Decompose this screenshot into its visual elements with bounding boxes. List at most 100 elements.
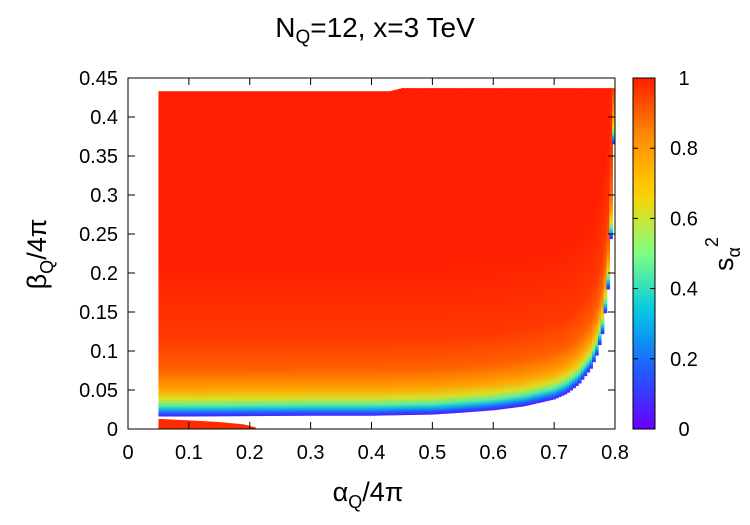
heatmap-strip bbox=[329, 91, 334, 416]
heatmap-strip bbox=[181, 91, 185, 417]
heatmap-strip bbox=[475, 88, 479, 412]
heatmap-lower-band bbox=[158, 418, 256, 429]
x-tick-label: 0.3 bbox=[297, 442, 325, 464]
heatmap-strip bbox=[540, 88, 545, 403]
heatmap-strip bbox=[189, 91, 194, 417]
heatmap-strip bbox=[352, 91, 357, 416]
heatmap-strip bbox=[606, 88, 611, 290]
heatmap-strip bbox=[326, 91, 331, 416]
y-tick-label: 0.25 bbox=[79, 224, 118, 246]
heatmap-strip bbox=[258, 91, 262, 417]
heatmap-strip bbox=[537, 88, 542, 403]
heatmap-strip bbox=[409, 88, 414, 415]
heatmap-strip bbox=[289, 91, 294, 416]
heatmap-strip bbox=[204, 91, 208, 417]
heatmap-strip bbox=[158, 91, 163, 417]
heatmap-strip bbox=[335, 91, 340, 416]
heatmap-strip bbox=[517, 88, 522, 407]
heatmap-strip bbox=[423, 88, 428, 415]
heatmap-strip bbox=[261, 91, 265, 417]
x-axis-label-subscript: Q bbox=[348, 492, 362, 512]
y-axis: 0 0.05 0.1 0.15 0.2 0.25 0.3 0.35 0.4 0.45 bbox=[79, 68, 615, 441]
heatmap-strip bbox=[315, 91, 320, 416]
heatmap-strip bbox=[278, 91, 282, 416]
x-tick-label: 0.7 bbox=[540, 442, 568, 464]
heatmap-strip bbox=[167, 91, 171, 417]
heatmap-strip bbox=[546, 88, 551, 401]
heatmap-strip bbox=[400, 88, 405, 416]
heatmap-strip bbox=[597, 88, 602, 346]
title-subscript: Q bbox=[295, 27, 311, 48]
x-tick-label: 0.5 bbox=[418, 442, 446, 464]
heatmap-strip bbox=[463, 88, 468, 413]
heatmap-strip bbox=[612, 88, 615, 145]
colorbar-axis: 0 0.2 0.4 0.6 0.8 1 bbox=[633, 68, 698, 441]
heatmap-strip bbox=[361, 91, 365, 416]
heatmap-strip bbox=[381, 91, 385, 416]
heatmap-strip bbox=[595, 88, 599, 356]
heatmap-strip bbox=[358, 91, 362, 416]
heatmap-strip bbox=[241, 91, 245, 417]
heatmap-strip bbox=[272, 91, 277, 416]
heatmap-strip bbox=[600, 88, 605, 335]
heatmap-strip bbox=[515, 88, 519, 408]
heatmap-strip bbox=[440, 88, 445, 414]
heatmap-strip bbox=[198, 91, 203, 417]
heatmap-strip bbox=[452, 88, 456, 414]
heatmap-strip bbox=[506, 88, 511, 409]
heatmap-strip bbox=[341, 91, 345, 416]
heatmap-strip bbox=[420, 88, 425, 415]
heatmap-strip bbox=[389, 90, 394, 416]
y-tick-label: 0.2 bbox=[90, 263, 118, 285]
heatmap-strip bbox=[275, 91, 280, 416]
colorbar-tick-label: 0.6 bbox=[670, 208, 698, 230]
heatmap-strip bbox=[460, 88, 465, 413]
heatmap-strip bbox=[172, 91, 177, 417]
heatmap-strip bbox=[229, 91, 234, 417]
colorbar-tick-label: 0.2 bbox=[670, 349, 698, 371]
heatmap-strip bbox=[249, 91, 254, 417]
y-tick-label: 0 bbox=[107, 419, 118, 441]
colorbar-tick-label: 0 bbox=[678, 419, 689, 441]
heatmap-strip bbox=[560, 88, 565, 396]
colorbar-tick-label: 1 bbox=[678, 68, 689, 90]
heatmap-strip bbox=[483, 88, 488, 411]
heatmap-strip bbox=[549, 88, 554, 401]
heatmap-strip bbox=[221, 91, 225, 417]
heatmap-strip bbox=[164, 91, 168, 417]
heatmap-strip bbox=[418, 88, 422, 415]
x-axis: 0 0.1 0.2 0.3 0.4 0.5 0.6 0.7 0.8 bbox=[122, 78, 629, 464]
heatmap-strip bbox=[492, 88, 496, 411]
colorbar-label: sα2 bbox=[702, 237, 744, 271]
heatmap-strip bbox=[161, 91, 165, 417]
heatmap-strip bbox=[500, 88, 505, 410]
heatmap-strip bbox=[577, 88, 582, 384]
heatmap-strip bbox=[523, 88, 528, 407]
heatmap-strip bbox=[586, 88, 591, 373]
y-axis-label-symbol: β bbox=[22, 274, 52, 290]
heatmap-strip bbox=[435, 88, 439, 415]
heatmap-strip bbox=[266, 91, 271, 417]
heatmap-strip bbox=[201, 91, 205, 417]
heatmap-strip bbox=[372, 91, 377, 416]
y-tick-label: 0.05 bbox=[79, 380, 118, 402]
heatmap-strip bbox=[338, 91, 342, 416]
heatmap-strip bbox=[589, 88, 593, 369]
heatmap-strip bbox=[575, 88, 579, 387]
heatmap-strip bbox=[446, 88, 451, 414]
heatmap-strip bbox=[178, 91, 183, 417]
y-axis-label: βQ/4π bbox=[22, 219, 57, 290]
heatmap-strip bbox=[403, 88, 408, 416]
heatmap-strip bbox=[321, 91, 325, 416]
heatmap-strip bbox=[535, 88, 539, 404]
heatmap-strip bbox=[343, 91, 348, 416]
heatmap-strip bbox=[529, 88, 534, 405]
heatmap-strip bbox=[184, 91, 188, 417]
heatmap-strip bbox=[369, 91, 374, 416]
title-main: N bbox=[275, 12, 296, 43]
heatmap-strip bbox=[392, 90, 397, 416]
heatmap-strip bbox=[432, 88, 437, 415]
heatmap-strip bbox=[355, 91, 359, 416]
x-tick-label: 0.2 bbox=[236, 442, 264, 464]
heatmap-strip bbox=[572, 88, 576, 389]
